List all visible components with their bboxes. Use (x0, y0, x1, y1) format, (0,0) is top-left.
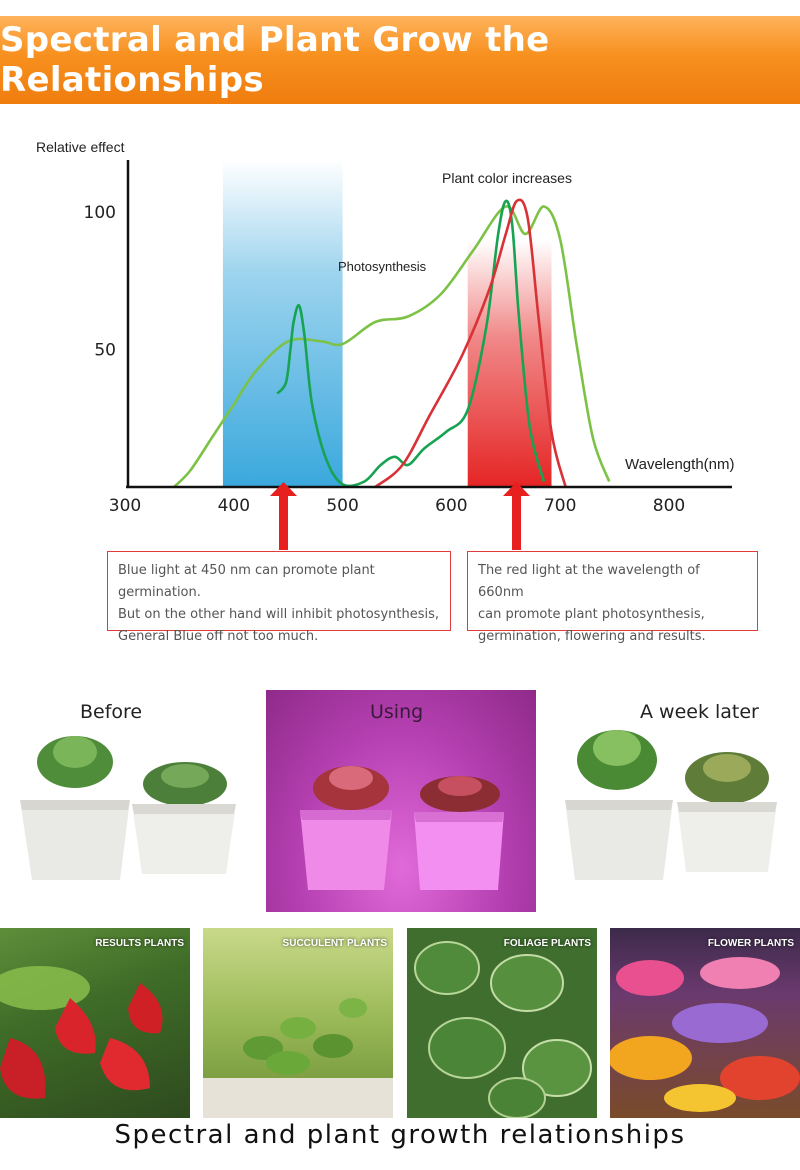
after-plants (565, 730, 777, 880)
arrow-450nm (270, 482, 297, 550)
succulent-plants-label: SUCCULENT PLANTS (282, 938, 387, 949)
before-plants (20, 736, 236, 880)
red-note-line-3: germination, flowering and results. (478, 629, 706, 644)
using-plants (300, 766, 504, 890)
photosynthesis-curve (173, 205, 611, 488)
foliage-plants-label: FOLIAGE PLANTS (503, 938, 591, 949)
flower-illustration (610, 957, 800, 1112)
blue-light-band (222, 160, 343, 487)
red-light-band (467, 240, 552, 487)
red-light-note: The red light at the wavelength of 660nm… (467, 551, 758, 644)
arrow-660nm (503, 482, 530, 550)
results-plants-photo: RESULTS PLANTS (0, 928, 190, 1118)
blue-light-note: Blue light at 450 nm can promote plant g… (107, 551, 451, 644)
x-tick-label: 300 (109, 496, 141, 516)
before-label: Before (80, 701, 143, 723)
y-tick-label: 50 (94, 341, 116, 361)
x-tick-label: 700 (544, 496, 576, 516)
blue-note-line-1: Blue light at 450 nm can promote plant g… (118, 563, 375, 600)
blue-note-line-2: But on the other hand will inhibit photo… (118, 607, 439, 622)
chlorophyll-curve (276, 199, 546, 488)
week-later-label: A week later (640, 701, 759, 723)
y-axis-label: Relative effect (36, 139, 125, 155)
x-tick-label: 600 (435, 496, 467, 516)
foliage-plants-photo: FOLIAGE PLANTS (407, 928, 597, 1118)
x-tick-label: 500 (326, 496, 358, 516)
blue-note-line-3: General Blue off not too much. (118, 629, 319, 644)
flower-plants-label: FLOWER PLANTS (707, 938, 794, 949)
x-tick-label: 400 (218, 496, 250, 516)
y-tick-label: 100 (84, 203, 116, 223)
plant-color-curve (374, 198, 567, 489)
title-banner: Spectral and Plant Grow the Relationship… (0, 16, 800, 104)
plant-color-label: Plant color increases (442, 170, 572, 186)
banner-title: Spectral and Plant Grow the Relationship… (0, 20, 550, 100)
x-tick-label: 800 (653, 496, 685, 516)
succulent-plants-photo: SUCCULENT PLANTS (203, 928, 393, 1118)
x-axis-label: Wavelength(nm) (625, 456, 734, 473)
flower-plants-photo: FLOWER PLANTS (610, 928, 800, 1118)
footer-caption: Spectral and plant growth relationships (114, 1120, 686, 1150)
photosynthesis-label: Photosynthesis (338, 259, 427, 274)
results-plants-label: RESULTS PLANTS (95, 938, 184, 949)
strawberry-illustration (0, 966, 163, 1099)
red-note-line-1: The red light at the wavelength of 660nm (478, 563, 700, 600)
succulent-illustration (203, 998, 393, 1118)
plant-comparison-illustration (20, 730, 777, 890)
using-label: Using (370, 701, 424, 723)
foliage-illustration (414, 941, 592, 1118)
red-note-line-2: can promote plant photosynthesis, (478, 607, 705, 622)
